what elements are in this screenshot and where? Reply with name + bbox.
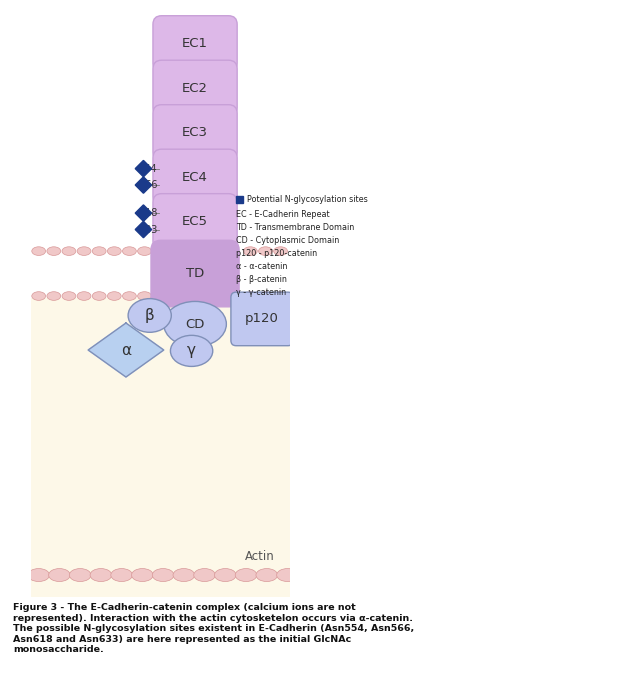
Text: α: α bbox=[121, 342, 131, 357]
Ellipse shape bbox=[49, 569, 70, 582]
Ellipse shape bbox=[259, 292, 272, 300]
Ellipse shape bbox=[90, 569, 112, 582]
Ellipse shape bbox=[128, 298, 171, 332]
Ellipse shape bbox=[214, 569, 236, 582]
FancyBboxPatch shape bbox=[153, 104, 237, 161]
Ellipse shape bbox=[107, 247, 121, 256]
Ellipse shape bbox=[137, 292, 152, 300]
Ellipse shape bbox=[243, 247, 257, 256]
Ellipse shape bbox=[69, 569, 91, 582]
Polygon shape bbox=[88, 323, 164, 377]
Text: TD - Transmembrane Domain: TD - Transmembrane Domain bbox=[236, 223, 354, 232]
Text: γ - γ-catenin: γ - γ-catenin bbox=[236, 287, 286, 297]
Text: EC1: EC1 bbox=[182, 37, 208, 50]
Ellipse shape bbox=[47, 247, 61, 256]
Text: EC3: EC3 bbox=[182, 126, 208, 139]
FancyBboxPatch shape bbox=[153, 16, 237, 72]
Ellipse shape bbox=[47, 292, 61, 300]
Ellipse shape bbox=[277, 569, 299, 582]
Polygon shape bbox=[135, 177, 152, 193]
Ellipse shape bbox=[273, 247, 288, 256]
Text: CD: CD bbox=[186, 317, 205, 331]
FancyBboxPatch shape bbox=[153, 149, 237, 205]
Bar bbox=[31, 298, 290, 597]
Ellipse shape bbox=[62, 247, 76, 256]
Ellipse shape bbox=[28, 569, 49, 582]
Text: EC4: EC4 bbox=[182, 171, 208, 184]
Ellipse shape bbox=[77, 247, 91, 256]
Ellipse shape bbox=[164, 302, 227, 346]
Text: γ: γ bbox=[187, 343, 196, 359]
Polygon shape bbox=[135, 205, 152, 221]
Ellipse shape bbox=[243, 292, 257, 300]
Ellipse shape bbox=[92, 292, 106, 300]
Ellipse shape bbox=[123, 247, 136, 256]
Ellipse shape bbox=[173, 569, 195, 582]
Ellipse shape bbox=[62, 292, 76, 300]
Text: 633: 633 bbox=[139, 224, 157, 235]
Bar bbox=[236, 196, 243, 203]
Text: p120: p120 bbox=[245, 313, 279, 325]
Ellipse shape bbox=[235, 569, 257, 582]
Ellipse shape bbox=[152, 569, 174, 582]
Polygon shape bbox=[135, 221, 152, 238]
Text: 618: 618 bbox=[139, 208, 157, 218]
Ellipse shape bbox=[256, 569, 277, 582]
Text: Actin: Actin bbox=[245, 550, 275, 563]
Ellipse shape bbox=[194, 569, 215, 582]
Text: Potential N-glycosylation sites: Potential N-glycosylation sites bbox=[247, 195, 368, 204]
Text: EC2: EC2 bbox=[182, 82, 208, 95]
Text: CD - Cytoplasmic Domain: CD - Cytoplasmic Domain bbox=[236, 236, 340, 245]
Text: p120 - p120-catenin: p120 - p120-catenin bbox=[236, 249, 317, 258]
Ellipse shape bbox=[137, 247, 152, 256]
Text: β - β-catenin: β - β-catenin bbox=[236, 275, 287, 283]
Ellipse shape bbox=[111, 569, 132, 582]
Ellipse shape bbox=[77, 292, 91, 300]
Text: β: β bbox=[145, 308, 155, 323]
Ellipse shape bbox=[123, 292, 136, 300]
Ellipse shape bbox=[259, 247, 272, 256]
Text: 554: 554 bbox=[139, 163, 157, 174]
Ellipse shape bbox=[273, 292, 288, 300]
FancyBboxPatch shape bbox=[231, 292, 293, 346]
FancyBboxPatch shape bbox=[151, 240, 239, 307]
FancyBboxPatch shape bbox=[153, 60, 237, 117]
Ellipse shape bbox=[107, 292, 121, 300]
Ellipse shape bbox=[32, 247, 46, 256]
Text: EC - E-Cadherin Repeat: EC - E-Cadherin Repeat bbox=[236, 210, 330, 219]
Ellipse shape bbox=[32, 292, 46, 300]
Ellipse shape bbox=[132, 569, 153, 582]
Text: EC5: EC5 bbox=[182, 215, 208, 228]
Text: 566: 566 bbox=[139, 180, 157, 190]
FancyBboxPatch shape bbox=[153, 194, 237, 250]
Polygon shape bbox=[135, 161, 152, 177]
Ellipse shape bbox=[92, 247, 106, 256]
Ellipse shape bbox=[170, 336, 213, 366]
Text: α - α-catenin: α - α-catenin bbox=[236, 262, 288, 271]
Text: TD: TD bbox=[186, 267, 204, 280]
Text: Figure 3 - The E-Cadherin-catenin complex (calcium ions are not
represented). In: Figure 3 - The E-Cadherin-catenin comple… bbox=[13, 603, 414, 654]
